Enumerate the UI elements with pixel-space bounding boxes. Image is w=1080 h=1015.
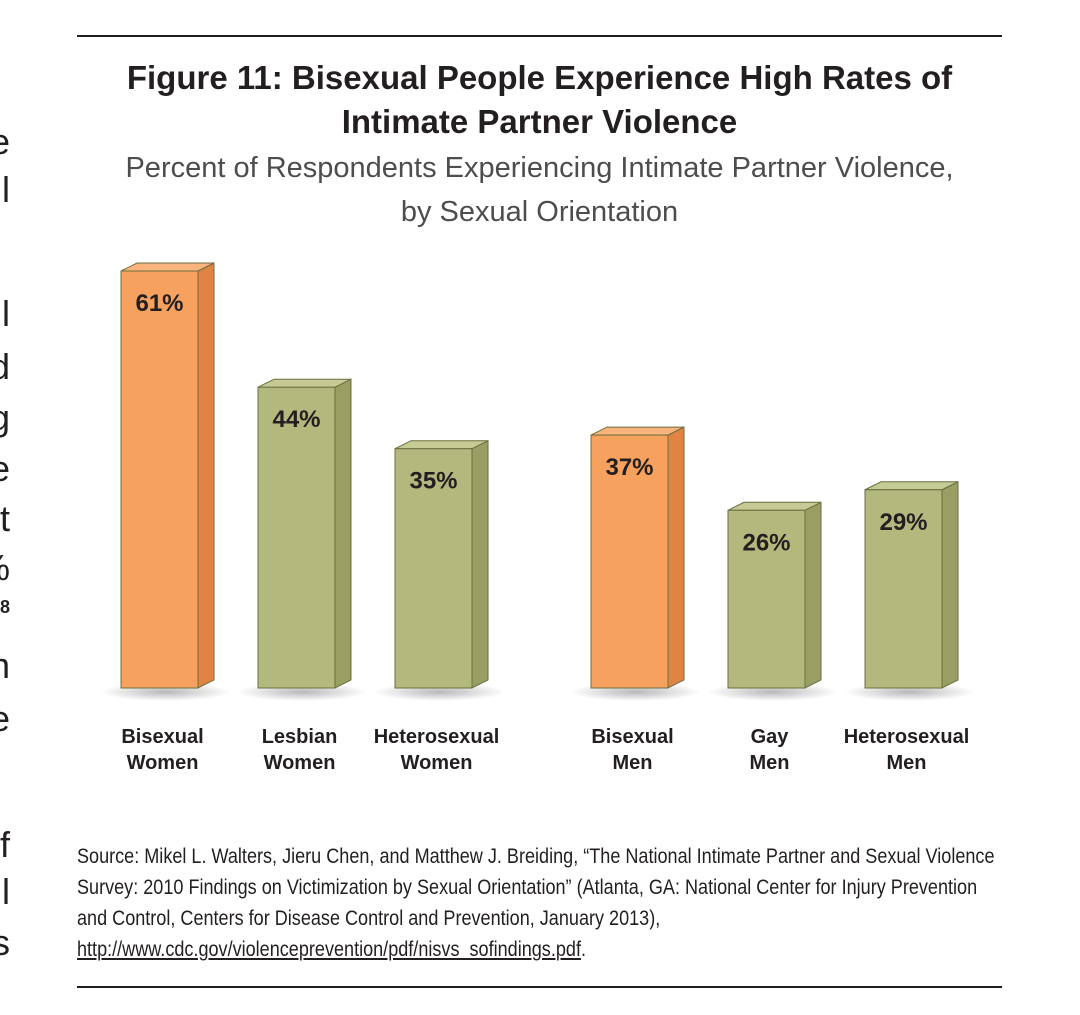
category-labels: Bisexual Women Lesbian Women Heterosexual Wom… <box>121 726 969 774</box>
edge-fragment: e <box>0 701 10 737</box>
bar-side-face <box>471 439 489 689</box>
category-label-line: Heterosexual <box>844 726 970 748</box>
category-label: Bisexual Women <box>121 726 203 774</box>
figure-title-line-1: Figure 11: Bisexual People Experience Hi… <box>126 59 953 96</box>
source-text: Source: Mikel L. Walters, Jieru Chen, an… <box>77 845 995 930</box>
bar: 61% <box>100 262 231 701</box>
figure-subtitle-line-1: Percent of Respondents Experiencing Inti… <box>125 152 954 184</box>
bar-side-face <box>941 480 959 689</box>
bar-side-face <box>667 426 685 689</box>
figure-title: Figure 11: Bisexual People Experience Hi… <box>77 56 1002 144</box>
category-label-line: Women <box>127 752 199 774</box>
bar: 44% <box>237 378 368 701</box>
category-label-line: Men <box>750 752 790 774</box>
edge-fragment: % <box>0 550 10 586</box>
bar-value-label: 35% <box>409 468 457 495</box>
category-label: Lesbian Women <box>262 726 338 774</box>
top-divider <box>77 35 1002 37</box>
bar-front-face <box>120 270 199 689</box>
edge-fragment: d <box>0 349 10 385</box>
category-label: Bisexual Men <box>591 726 673 774</box>
bar: 26% <box>707 501 838 701</box>
edge-fragment: f <box>0 824 10 865</box>
bar-front-face <box>257 386 336 689</box>
bar-side-face <box>804 501 822 689</box>
category-label: Gay Men <box>750 726 790 774</box>
source-end: . <box>580 938 586 961</box>
edge-fragment: g <box>0 400 10 436</box>
edge-fragment: l <box>2 871 10 912</box>
category-label-line: Men <box>887 752 927 774</box>
category-label-line: Bisexual <box>591 726 673 748</box>
bar-top-face <box>257 378 352 388</box>
edge-fragment: 8 <box>0 597 10 617</box>
bar-group: 61% 44% 35% 37% 26% 29% <box>100 262 975 701</box>
left-column-text-fragments: e l l d g e t % 8 n e f l s <box>0 0 14 1015</box>
bar-front-face <box>864 489 943 689</box>
bar-top-face <box>727 501 822 511</box>
figure-title-line-2: Intimate Partner Violence <box>341 103 738 140</box>
bar-value-label: 61% <box>135 290 183 317</box>
bar-side-face <box>197 262 215 689</box>
bar-value-label: 44% <box>272 406 320 433</box>
edge-fragment: t <box>0 498 10 539</box>
edge-fragment: l <box>2 293 10 334</box>
source-note: Source: Mikel L. Walters, Jieru Chen, an… <box>77 841 1002 965</box>
category-label-line: Women <box>401 752 473 774</box>
bar-chart: 61% 44% 35% 37% 26% 29% Bisexual Women Lesbian W… <box>100 262 975 774</box>
bar: 37% <box>570 426 701 701</box>
bar-front-face <box>727 509 806 689</box>
edge-fragment: e <box>0 451 10 487</box>
bar-value-label: 26% <box>742 529 790 556</box>
bar-top-face <box>864 481 959 491</box>
figure-subtitle: Percent of Respondents Experiencing Inti… <box>77 146 1002 234</box>
figure-subtitle-line-2: by Sexual Orientation <box>400 196 679 228</box>
bar-value-label: 37% <box>605 454 653 481</box>
category-label-line: Men <box>613 752 653 774</box>
bottom-divider <box>77 986 1002 988</box>
bar-top-face <box>590 426 685 436</box>
bar: 35% <box>374 439 505 701</box>
category-label: Heterosexual Women <box>374 726 500 774</box>
edge-fragment: l <box>2 169 10 210</box>
source-link[interactable]: http://www.cdc.gov/violenceprevention/pd… <box>77 938 581 961</box>
bar: 29% <box>844 480 975 701</box>
edge-fragment: e <box>0 124 10 160</box>
category-label-line: Women <box>264 752 336 774</box>
bar-front-face <box>590 434 669 689</box>
bar-top-face <box>120 262 215 272</box>
edge-fragment: n <box>0 648 10 684</box>
bar-top-face <box>394 440 489 450</box>
category-label-line: Heterosexual <box>374 726 500 748</box>
edge-fragment: s <box>0 922 10 963</box>
category-label: Heterosexual Men <box>844 726 970 774</box>
category-label-line: Gay <box>751 726 790 748</box>
bar-side-face <box>334 378 352 689</box>
category-label-line: Lesbian <box>262 726 338 748</box>
category-label-line: Bisexual <box>121 726 203 748</box>
bar-value-label: 29% <box>879 509 927 536</box>
bar-front-face <box>394 448 473 689</box>
